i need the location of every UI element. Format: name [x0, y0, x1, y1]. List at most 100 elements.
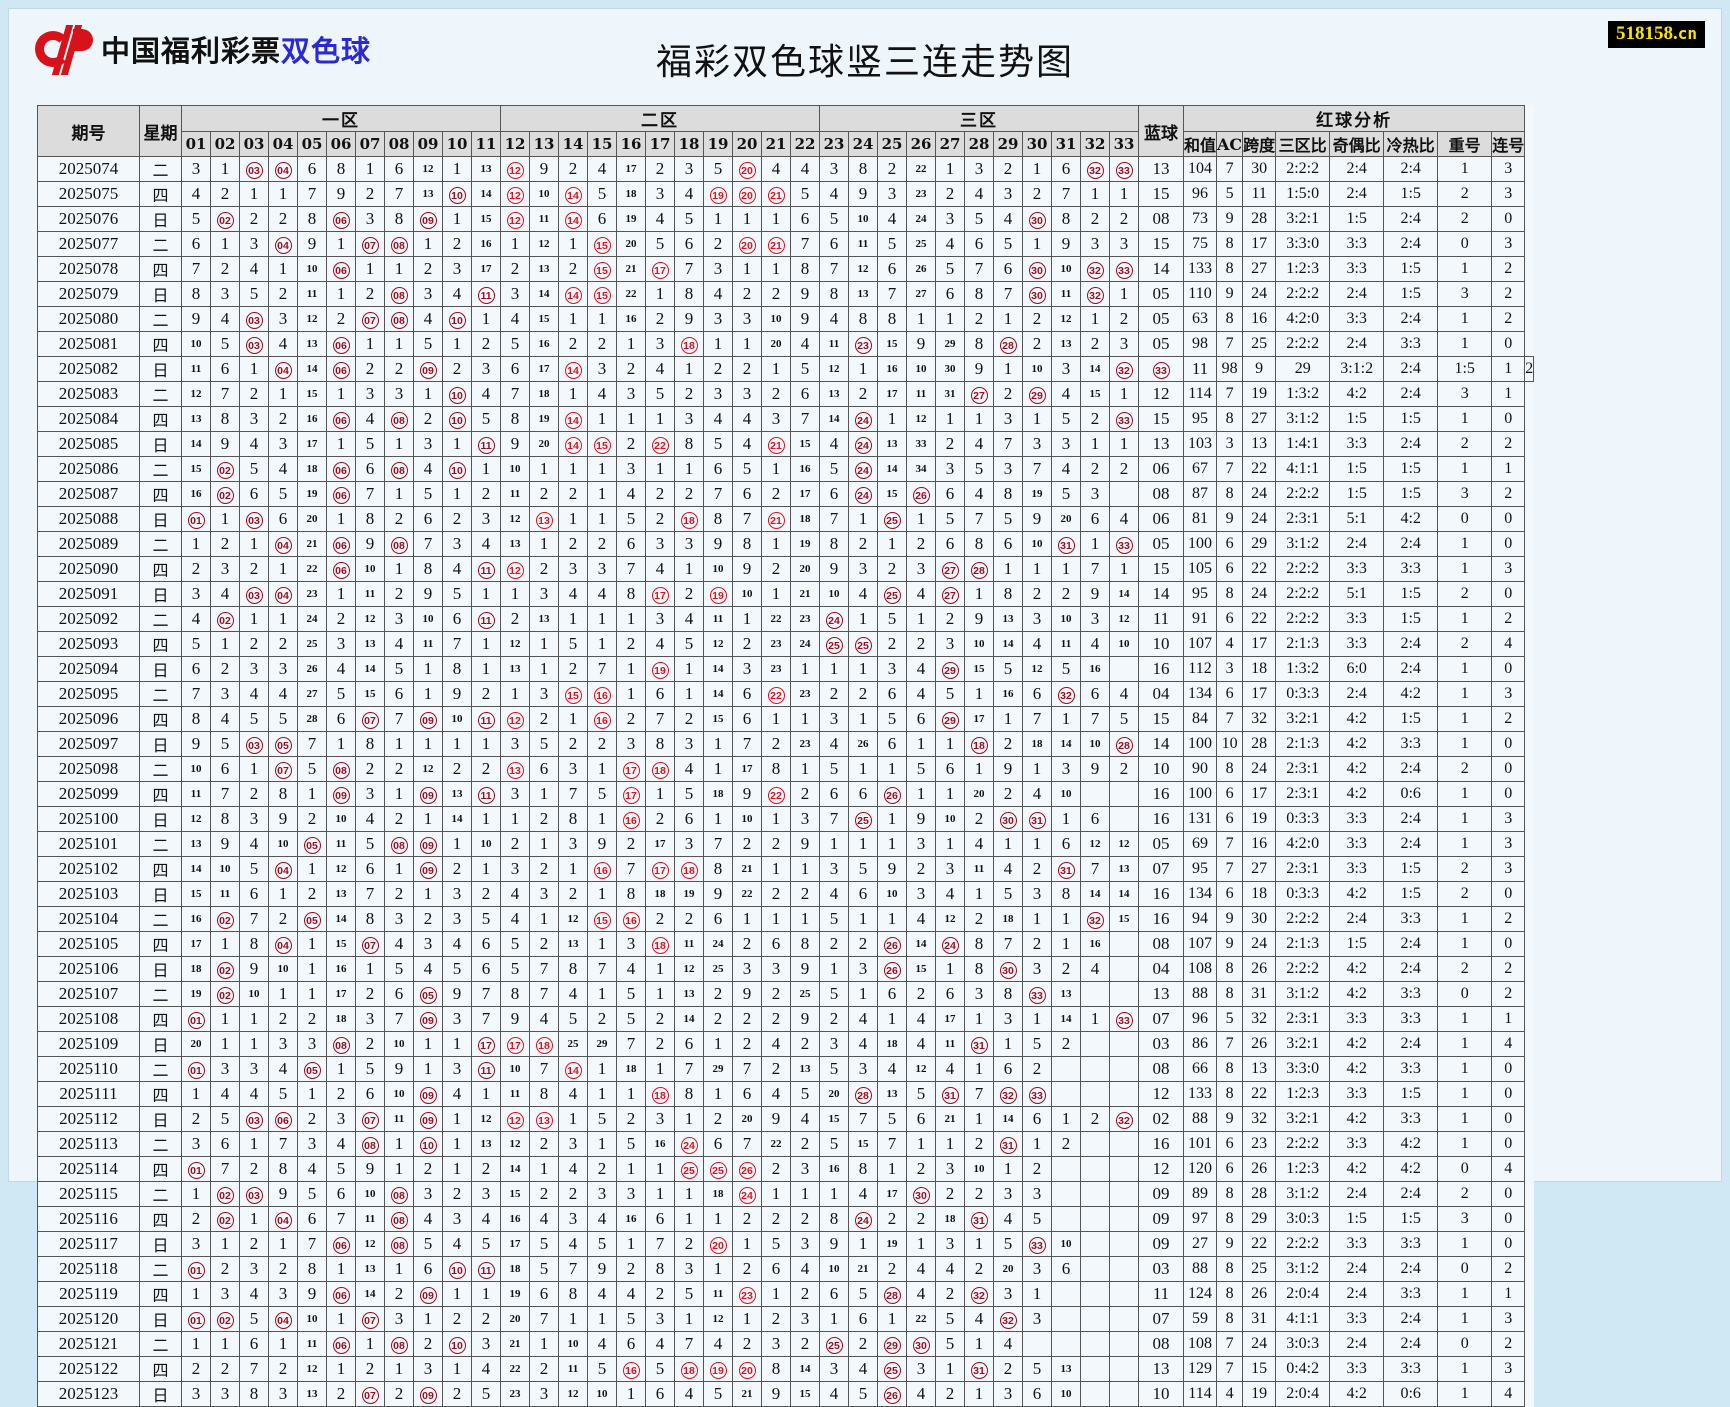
- table-row[interactable]: 2025096 四 8 4 5 5 28 6 07 7 09 10 11 12 2 1 16 2 7 2 15 6 1 1 3 1…: [37, 706, 1534, 732]
- cell-ac: 7: [1216, 831, 1244, 857]
- table-row[interactable]: 2025095 二 7 3 4 4 27 5 15 6 1 9 2 1 3 15 16 1 6 1 14 6 22 23 2 2 6…: [37, 681, 1534, 707]
- table-row[interactable]: 2025101 二 13 9 4 10 05 11 5 08 09 1 10 2 1 3 9 2 17 3 7 2 2 9 1 1…: [37, 831, 1534, 857]
- cell-number-17: 3: [645, 181, 675, 207]
- table-row[interactable]: 2025111 四 1 4 4 5 1 2 6 10 09 4 1 11 8 4 1 1 18 8 1 6 4 5 20 28 13…: [37, 1081, 1534, 1107]
- table-row[interactable]: 2025074 二 3 1 03 04 6 8 1 6 12 1 13 12 9 2 4 17 2 3 5 20 4 4 3 8 2…: [37, 156, 1534, 182]
- cell-number-12: 11: [500, 1081, 530, 1107]
- table-row[interactable]: 2025091 日 3 4 03 04 23 1 11 2 9 5 1 1 3 4 4 8 17 2 19 10 1 21 10…: [37, 581, 1534, 607]
- cell-sum: 73: [1182, 206, 1218, 232]
- cell-number-31: 20: [1051, 506, 1081, 532]
- table-row[interactable]: 2025102 四 14 10 5 04 1 12 6 1 09 2 1 3 2 1 16 7 17 18 8 21 1 1 3…: [37, 856, 1534, 882]
- table-row[interactable]: 2025118 二 01 2 3 2 8 1 13 1 6 10 11 18 5 7 9 2 8 3 1 2 6 4 10 21 2…: [37, 1256, 1534, 1282]
- cell-issue: 2025092: [37, 606, 140, 632]
- table-row[interactable]: 2025092 二 4 02 1 1 24 2 12 3 10 6 11 2 13 1 1 1 3 4 11 1 22 23 2…: [37, 606, 1534, 632]
- table-row[interactable]: 2025090 四 2 3 2 1 22 06 10 1 8 4 11 12 2 3 3 7 4 1 10 9 2 20 9 3 2…: [37, 556, 1534, 582]
- cell-number-14: 1: [558, 706, 588, 732]
- table-row[interactable]: 2025117 日 3 1 2 1 7 06 12 08 5 4 5 17 5 4 5 1 7 2 20 1 5 3 9 1 19 1…: [37, 1231, 1534, 1257]
- cell-number-31: 11: [1051, 281, 1081, 307]
- cell-number-06: 1: [326, 281, 356, 307]
- table-row[interactable]: 2025086 二 15 02 5 4 18 06 6 08 4 10 1 10 1 1 1 3 1 1 6 5 1 16 5 2…: [37, 456, 1534, 482]
- cell-number-32: 32: [1080, 281, 1110, 307]
- cell-number-31: 2: [1051, 1131, 1081, 1157]
- table-row[interactable]: 2025087 四 16 02 6 5 19 06 7 1 5 1 2 11 2 2 1 4 2 2 7 6 2 17 6 24 1…: [37, 481, 1534, 507]
- table-row[interactable]: 2025110 二 01 3 3 4 05 1 5 9 1 3 11 10 7 14 1 18 1 7 29 7 2 13 5 3…: [37, 1056, 1534, 1082]
- cell-number-03: 6: [239, 881, 269, 907]
- table-row[interactable]: 2025108 四 01 1 1 2 2 18 3 7 09 3 7 9 4 5 2 5 2 14 2 2 2 9 2 4 1 4 17…: [37, 1006, 1534, 1032]
- cell-odd-even: 2:4: [1329, 681, 1385, 707]
- table-row[interactable]: 2025098 二 10 6 1 07 5 08 2 2 12 2 2 13 6 3 1 17 18 4 1 17 8 1 5 1…: [37, 756, 1534, 782]
- table-row[interactable]: 2025116 四 2 02 1 04 6 7 11 08 4 3 4 16 4 3 4 16 6 1 1 2 2 2 8 24 2…: [37, 1206, 1534, 1232]
- cell-number-06: 08: [326, 756, 356, 782]
- drawn-ball: 03: [245, 336, 263, 354]
- table-row[interactable]: 2025084 四 13 8 3 2 16 06 4 08 2 10 5 8 19 14 1 1 1 3 4 4 3 7 14 2…: [37, 406, 1534, 432]
- table-row[interactable]: 2025103 日 15 11 6 1 2 13 7 2 1 3 2 4 3 2 1 8 18 19 9 22 2 2 4 6 10…: [37, 881, 1534, 907]
- cell-sum: 95: [1182, 581, 1218, 607]
- cell-number-32: [1080, 1081, 1110, 1107]
- drawn-ball: 07: [361, 711, 379, 729]
- cell-cold-hot: 2:4: [1383, 156, 1439, 182]
- cell-issue: 2025081: [37, 331, 140, 357]
- cell-number-22: 7: [790, 406, 820, 432]
- cell-number-06: 06: [326, 1231, 356, 1257]
- table-row[interactable]: 2025121 二 1 1 6 1 11 06 1 08 2 10 3 21 1 10 4 6 4 7 4 2 3 2 25 2 2…: [37, 1331, 1534, 1357]
- table-row[interactable]: 2025088 日 01 1 03 6 20 1 8 2 6 2 3 12 13 1 1 5 2 18 8 7 21 18 7 1…: [37, 506, 1534, 532]
- table-row[interactable]: 2025100 日 12 8 3 9 2 10 4 2 1 14 1 1 2 8 1 16 2 6 1 10 1 3 7 25 1 9…: [37, 806, 1534, 832]
- cell-number-24: 1: [848, 981, 878, 1007]
- cell-number-30: 33: [1022, 1231, 1052, 1257]
- table-row[interactable]: 2025105 四 17 1 8 04 1 15 07 4 3 4 6 5 2 13 1 3 18 11 24 2 6 8 2 2…: [37, 931, 1534, 957]
- cell-number-30: 18: [1022, 731, 1052, 757]
- table-row[interactable]: 2025082 日 11 6 1 04 14 06 2 2 09 2 3 6 17 14 3 2 4 1 2 2 1 5 12 1…: [37, 356, 1535, 382]
- cell-number-25: 18: [877, 1031, 907, 1057]
- cell-number-03: 03: [239, 1181, 269, 1207]
- col-number-header-18: 18: [674, 131, 704, 157]
- cell-number-21: 2: [761, 981, 791, 1007]
- table-row[interactable]: 2025104 二 16 02 7 2 05 14 8 3 2 3 5 4 1 12 15 16 2 2 6 1 1 1 5 1 1…: [37, 906, 1534, 932]
- table-row[interactable]: 2025083 二 12 7 2 1 15 1 3 3 1 10 4 7 18 1 4 3 5 2 3 3 2 6 13 2 17 1…: [37, 381, 1534, 407]
- drawn-ball: 10: [448, 411, 466, 429]
- cell-number-06: 06: [326, 1331, 356, 1357]
- table-row[interactable]: 2025099 四 11 7 2 8 1 09 3 1 09 13 11 3 1 7 5 17 1 5 18 9 22 2 6 6…: [37, 781, 1534, 807]
- table-row[interactable]: 2025106 日 18 02 9 10 1 16 1 5 4 5 6 5 7 8 7 4 1 12 25 3 3 9 1 3 26…: [37, 956, 1534, 982]
- table-row[interactable]: 2025123 日 3 3 8 3 13 2 07 2 09 2 5 23 3 12 10 1 6 4 5 21 9 15 4 5…: [37, 1381, 1534, 1407]
- table-row[interactable]: 2025094 日 6 2 3 3 26 4 14 5 1 8 1 13 1 2 7 1 19 1 14 3 23 1 1 1 3 4…: [37, 656, 1534, 682]
- table-row[interactable]: 2025107 二 19 02 10 1 1 17 2 6 05 9 7 8 7 4 1 5 1 13 2 9 2 25 5 1 6…: [37, 981, 1534, 1007]
- cell-number-17: 17: [645, 581, 675, 607]
- cell-number-12: 3: [500, 281, 530, 307]
- table-row[interactable]: 2025089 二 1 2 1 04 21 06 9 08 7 3 4 13 1 2 2 6 3 3 9 8 1 19 8 2 1 2…: [37, 531, 1534, 557]
- table-row[interactable]: 2025079 日 8 3 5 2 11 1 2 08 3 4 11 3 14 14 15 22 1 8 4 2 2 9 8 13…: [37, 281, 1534, 307]
- cell-number-20: 21: [732, 856, 762, 882]
- cell-span: 19: [1242, 381, 1277, 407]
- cell-number-24: 25: [848, 806, 878, 832]
- table-row[interactable]: 2025076 日 5 02 2 2 8 06 3 8 09 1 15 12 11 14 6 19 4 5 1 1 1 6 5 1…: [37, 206, 1534, 232]
- table-row[interactable]: 2025119 四 1 3 4 3 9 06 14 2 09 1 1 19 6 8 4 4 2 5 11 23 1 2 6 5 28…: [37, 1281, 1534, 1307]
- cell-issue: 2025076: [37, 206, 140, 232]
- cell-number-25: 3: [877, 656, 907, 682]
- table-row[interactable]: 2025078 四 7 2 4 1 10 06 1 1 2 3 17 2 13 2 15 21 17 7 3 1 1 8 7 12…: [37, 256, 1534, 282]
- table-row[interactable]: 2025113 二 3 6 1 7 3 4 08 1 10 1 13 12 2 3 1 5 16 24 6 7 22 2 5 15…: [37, 1131, 1534, 1157]
- table-row[interactable]: 2025077 二 6 1 3 04 9 1 07 08 1 2 16 1 12 1 15 20 5 6 2 20 21 7 6…: [37, 231, 1534, 257]
- table-row[interactable]: 2025114 四 01 7 2 8 4 5 9 1 2 1 2 14 1 4 2 1 1 25 25 26 2 3 16 8 1 2…: [37, 1156, 1534, 1182]
- cell-number-11: 2: [471, 1306, 501, 1332]
- cell-number-22: 1: [790, 856, 820, 882]
- drawn-ball: 11: [477, 611, 495, 629]
- cell-number-25: 1: [877, 531, 907, 557]
- table-row[interactable]: 2025122 四 2 2 7 2 12 1 2 1 3 1 4 22 2 11 5 16 5 18 19 20 8 14 3 4…: [37, 1356, 1534, 1382]
- table-row[interactable]: 2025112 日 2 5 03 06 2 3 07 11 09 1 12 12 13 1 5 2 3 1 2 20 9 4 1…: [37, 1106, 1534, 1132]
- table-row[interactable]: 2025081 四 10 5 03 4 13 06 1 1 5 1 2 5 16 2 2 1 3 18 1 1 20 4 11 2…: [37, 331, 1534, 357]
- table-row[interactable]: 2025080 二 9 4 03 3 12 2 07 08 4 10 1 4 15 1 1 16 2 9 3 3 10 9 4 8…: [37, 306, 1534, 332]
- table-row[interactable]: 2025120 日 01 02 5 04 10 1 07 3 1 2 2 20 7 1 1 5 3 1 12 1 2 3 1 6 1…: [37, 1306, 1534, 1332]
- table-row[interactable]: 2025093 四 5 1 2 2 25 3 13 4 11 7 1 12 1 5 1 2 4 5 12 2 23 24 25 2…: [37, 631, 1534, 657]
- cell-number-32: 1: [1080, 431, 1110, 457]
- table-row[interactable]: 2025075 四 4 2 1 1 7 9 2 7 13 10 14 12 10 14 5 18 3 4 19 20 21 5…: [37, 181, 1534, 207]
- drawn-ball: 32: [999, 1311, 1017, 1329]
- table-row[interactable]: 2025115 二 1 02 03 9 5 6 10 08 3 2 3 15 2 2 3 3 1 1 18 24 1 1 1 4 1…: [37, 1181, 1534, 1207]
- cell-consecutive: 0: [1491, 531, 1526, 557]
- table-row[interactable]: 2025097 日 9 5 03 05 7 1 8 1 1 1 1 3 5 2 2 3 8 3 1 7 2 23 4 26 6 1 1 1…: [37, 731, 1534, 757]
- cell-number-18: 18: [674, 1356, 704, 1382]
- cell-cold-hot: 3:3: [1383, 1356, 1439, 1382]
- cell-span: 13: [1242, 431, 1277, 457]
- table-row[interactable]: 2025109 日 20 1 1 3 3 08 2 10 1 1 17 17 18 25 29 7 2 6 1 2 4 2 3 4…: [37, 1031, 1534, 1057]
- table-row[interactable]: 2025085 日 14 9 4 3 17 1 5 1 3 1 11 9 20 14 15 2 22 8 5 4 21 15 4…: [37, 431, 1534, 457]
- drawn-ball: 30: [1028, 211, 1046, 229]
- cell-number-10: 1: [442, 1281, 472, 1307]
